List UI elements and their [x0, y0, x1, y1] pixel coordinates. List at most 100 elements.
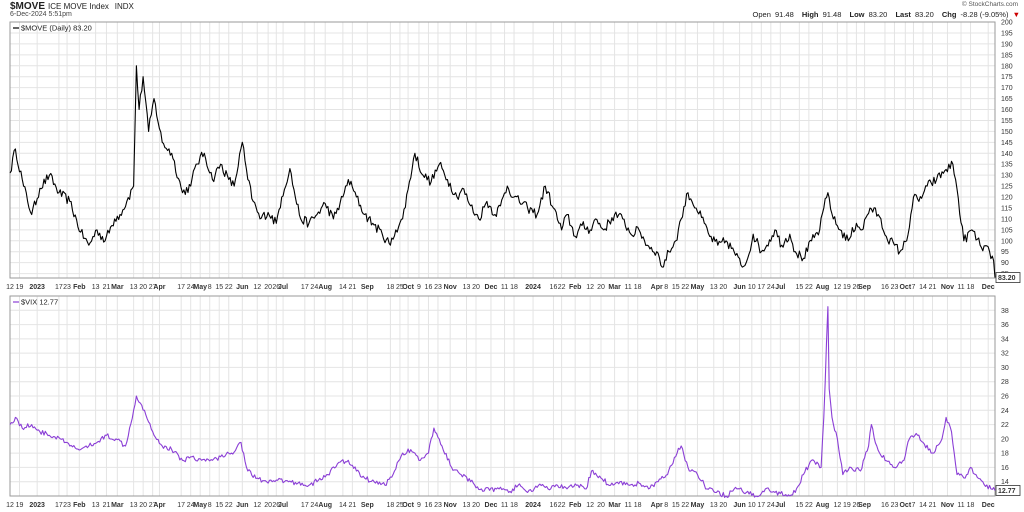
open-label: Open	[752, 10, 771, 19]
x-tick-label-bottom: 24	[767, 502, 775, 509]
x-tick-label-bottom: Jun	[733, 502, 745, 509]
move-last-value-text: 83.20	[998, 275, 1016, 282]
x-tick-label: 2023	[29, 284, 45, 291]
chart-header: $MOVE ICE MOVE Index INDX 6-Dec-2024 5:51…	[0, 0, 1024, 22]
x-tick-label-bottom: 20	[719, 502, 727, 509]
x-tick-label-bottom: Nov	[444, 502, 457, 509]
x-tick-label: 26	[853, 284, 861, 291]
x-tick-label: 2024	[525, 284, 541, 291]
x-tick-label-bottom: May	[691, 502, 705, 509]
move-y-tick-label: 190	[1001, 41, 1013, 48]
x-tick-label: Sep	[361, 284, 374, 291]
x-tick-label-bottom: 11	[957, 502, 964, 509]
x-tick-label-bottom: 16	[881, 502, 889, 509]
x-tick-label-bottom: 13	[92, 502, 100, 509]
x-tick-label-bottom: Oct	[402, 502, 414, 509]
move-y-tick-label: 130	[1001, 173, 1013, 180]
x-tick-label: Jun	[733, 284, 745, 291]
vix-series-line	[9, 306, 996, 498]
move-y-tick-label: 135	[1001, 162, 1013, 169]
x-tick-label-bottom: 27	[149, 502, 157, 509]
vix-y-tick-label: 32	[1001, 351, 1009, 358]
x-tick-label-bottom: 14	[919, 502, 927, 509]
x-tick-label-bottom: 21	[929, 502, 937, 509]
move-y-tick-label: 120	[1001, 195, 1013, 202]
move-last-value-tag	[995, 272, 1021, 283]
x-tick-label-bottom: 11	[625, 502, 632, 509]
vix-panel: 14 16 18 20 22 24 26 28 30 32 34 36 38 $VIX 12.77 12.7…	[9, 295, 1021, 498]
x-tick-label-bottom: 2023	[29, 502, 45, 509]
x-tick-label-bottom: Apr	[651, 502, 663, 509]
x-tick-label-bottom: 15	[672, 502, 680, 509]
x-tick-label: 11	[625, 284, 632, 291]
x-tick-label-bottom: 19	[843, 502, 851, 509]
vix-y-tick-label: 28	[1001, 379, 1009, 386]
x-tick-label: 15	[215, 284, 223, 291]
x-tick-label: 25	[396, 284, 404, 291]
x-tick-label-bottom: 21	[348, 502, 356, 509]
x-tick-label-bottom: 24	[187, 502, 195, 509]
x-tick-label-bottom: Apr	[153, 502, 165, 509]
x-tick-label: Oct	[402, 284, 414, 291]
symbol-ticker: $MOVE	[10, 1, 46, 12]
x-tick-label-bottom: 20	[139, 502, 147, 509]
x-tick-label: 18	[387, 284, 395, 291]
move-frame	[9, 21, 996, 279]
x-tick-label: Jul	[278, 284, 288, 291]
x-tick-label-bottom: Nov	[941, 502, 954, 509]
x-tick-label: Nov	[444, 284, 457, 291]
move-y-tick-label: 200	[1001, 20, 1013, 27]
x-tick-label-bottom: 8	[208, 502, 212, 509]
vix-y-tick-label: 14	[1001, 479, 1009, 486]
vix-y-tick-label: 18	[1001, 451, 1009, 458]
x-tick-label-bottom: 12	[253, 502, 261, 509]
x-tick-label-bottom: 15	[215, 502, 223, 509]
high-label: High	[801, 10, 819, 19]
x-tick-label: 17	[177, 284, 185, 291]
x-tick-label-bottom: 12	[834, 502, 842, 509]
x-tick-label-bottom: 9	[417, 502, 421, 509]
x-tick-label-bottom: 26	[853, 502, 861, 509]
x-tick-label: 13	[130, 284, 138, 291]
vix-y-tick-label: 30	[1001, 365, 1009, 372]
move-y-tick-label: 170	[1001, 85, 1013, 92]
vix-y-tick-label: 36	[1001, 322, 1009, 329]
move-y-tick-label: 115	[1001, 205, 1012, 212]
x-tick-label: 22	[225, 284, 233, 291]
x-tick-label: Mar	[608, 284, 621, 291]
x-tick-label: 19	[16, 284, 24, 291]
x-tick-label-bottom: 15	[795, 502, 803, 509]
vix-last-value-text: 12.77	[998, 488, 1016, 495]
x-tick-label: 12	[834, 284, 842, 291]
x-tick-label: Mar	[111, 284, 124, 291]
x-tick-label: Apr	[153, 284, 165, 291]
x-tick-label: Aug	[816, 284, 830, 291]
x-tick-label-bottom: Mar	[608, 502, 621, 509]
x-tick-label-bottom: 18	[510, 502, 518, 509]
x-tick-label: 13	[710, 284, 718, 291]
x-tick-label-bottom: 8	[664, 502, 668, 509]
x-tick-label-bottom: Aug	[318, 502, 332, 509]
x-tick-label-bottom: Oct	[899, 502, 911, 509]
chg-value: -8.28 (-9.05%)	[960, 10, 1009, 19]
x-tick-label: Aug	[318, 284, 332, 291]
x-tick-label: 7	[912, 284, 916, 291]
x-tick-label: Feb	[73, 284, 85, 291]
x-tick-label-bottom: 22	[805, 502, 813, 509]
move-y-tick-label: 180	[1001, 63, 1013, 70]
x-tick-label: 11	[501, 284, 508, 291]
x-tick-label: 18	[967, 284, 975, 291]
x-tick-label-bottom: 22	[681, 502, 689, 509]
x-tick-label-bottom: 18	[387, 502, 395, 509]
x-tick-label-bottom: Jul	[278, 502, 288, 509]
x-tick-label-bottom: 10	[748, 502, 756, 509]
x-tick-label-bottom: 24	[310, 502, 318, 509]
x-tick-label-bottom: 18	[634, 502, 642, 509]
x-tick-label-bottom: 13	[130, 502, 138, 509]
x-tick-label: 23	[891, 284, 899, 291]
down-triangle-icon: ▼	[1012, 10, 1020, 19]
move-y-tick-label: 145	[1001, 140, 1013, 147]
open-value: 91.48	[774, 10, 794, 19]
